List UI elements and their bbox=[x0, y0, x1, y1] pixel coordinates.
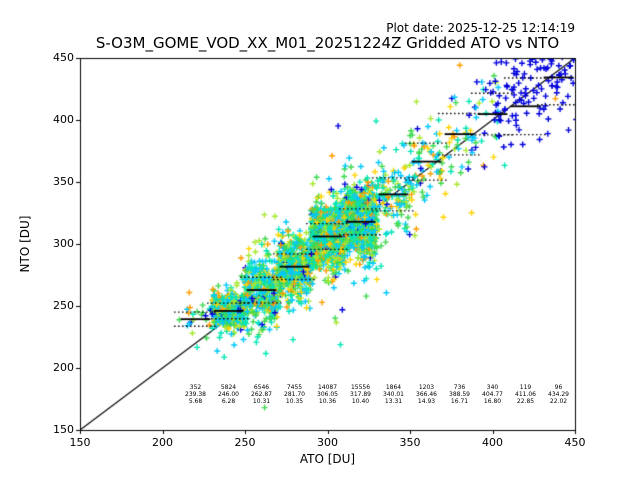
bin-stats: 352 239.38 5.68 bbox=[185, 384, 206, 405]
bin-std: 22.85 bbox=[516, 398, 535, 405]
bin-count: 15556 bbox=[350, 384, 371, 391]
y-tick-label: 300 bbox=[53, 237, 74, 250]
bin-std: 10.35 bbox=[285, 398, 304, 405]
bin-stats: 5824 246.00 6.28 bbox=[218, 384, 239, 405]
bin-mean: 306.05 bbox=[317, 391, 338, 398]
bin-stats: 1864 340.01 13.31 bbox=[383, 384, 404, 405]
x-tick-label: 250 bbox=[234, 436, 256, 449]
x-tick-label: 300 bbox=[317, 436, 338, 449]
bin-count: 96 bbox=[554, 384, 563, 391]
bin-mean: 388.59 bbox=[449, 391, 470, 398]
bin-std: 16.80 bbox=[483, 398, 502, 405]
bin-count: 1864 bbox=[385, 384, 402, 391]
bin-count: 736 bbox=[453, 384, 466, 391]
bin-mean: 434.29 bbox=[548, 391, 569, 398]
y-tick-label: 200 bbox=[53, 361, 74, 374]
bin-stats: 15556 317.89 10.40 bbox=[350, 384, 371, 405]
bin-stats: 736 388.59 16.71 bbox=[449, 384, 470, 405]
chart-title: S-O3M_GOME_VOD_XX_M01_20251224Z Gridded … bbox=[95, 34, 560, 52]
x-tick-label: 450 bbox=[564, 436, 586, 449]
bin-std: 22.02 bbox=[549, 398, 568, 405]
bin-std: 6.28 bbox=[221, 398, 236, 405]
bin-count: 5824 bbox=[220, 384, 237, 391]
bin-std: 14.93 bbox=[417, 398, 436, 405]
bin-mean: 340.01 bbox=[383, 391, 404, 398]
bin-mean: 366.46 bbox=[416, 391, 437, 398]
bin-count: 7455 bbox=[286, 384, 303, 391]
bin-std: 13.31 bbox=[384, 398, 403, 405]
x-tick-label: 200 bbox=[152, 436, 173, 449]
bin-std: 5.68 bbox=[188, 398, 203, 405]
bin-stats: 96 434.29 22.02 bbox=[548, 384, 569, 405]
bin-stats: 1203 366.46 14.93 bbox=[416, 384, 437, 405]
y-axis-label: NTO [DU] bbox=[18, 215, 32, 273]
bin-stats: 7455 281.70 10.35 bbox=[284, 384, 305, 405]
bin-std: 16.71 bbox=[450, 398, 469, 405]
y-tick-label: 400 bbox=[53, 113, 74, 126]
bin-mean: 317.89 bbox=[350, 391, 371, 398]
bin-mean: 281.70 bbox=[284, 391, 305, 398]
y-tick-label: 450 bbox=[53, 51, 74, 64]
bin-mean: 246.00 bbox=[218, 391, 239, 398]
plot-date: Plot date: 2025-12-25 12:14:19 bbox=[386, 21, 575, 35]
x-tick-label: 400 bbox=[482, 436, 503, 449]
bin-std: 10.31 bbox=[252, 398, 271, 405]
y-tick-label: 150 bbox=[53, 423, 74, 436]
bin-mean: 404.77 bbox=[482, 391, 503, 398]
x-tick-label: 350 bbox=[399, 436, 421, 449]
bin-mean: 239.38 bbox=[185, 391, 206, 398]
bin-std: 10.36 bbox=[318, 398, 337, 405]
bin-mean: 411.06 bbox=[515, 391, 536, 398]
bin-stats: 340 404.77 16.80 bbox=[482, 384, 503, 405]
bin-count: 119 bbox=[519, 384, 532, 391]
bin-count: 1203 bbox=[418, 384, 435, 391]
bin-count: 340 bbox=[486, 384, 499, 391]
bin-stats: 119 411.06 22.85 bbox=[515, 384, 536, 405]
bin-count: 352 bbox=[189, 384, 202, 391]
bin-stats: 6546 262.87 10.31 bbox=[251, 384, 272, 405]
bin-std: 10.40 bbox=[351, 398, 370, 405]
y-tick-label: 250 bbox=[53, 299, 74, 312]
bin-stats: 14087 306.05 10.36 bbox=[317, 384, 338, 405]
bin-count: 6546 bbox=[253, 384, 270, 391]
bin-count: 14087 bbox=[317, 384, 338, 391]
bin-mean: 262.87 bbox=[251, 391, 272, 398]
x-axis-label: ATO [DU] bbox=[299, 452, 356, 466]
y-tick-label: 350 bbox=[53, 175, 74, 188]
x-tick-label: 150 bbox=[69, 436, 91, 449]
